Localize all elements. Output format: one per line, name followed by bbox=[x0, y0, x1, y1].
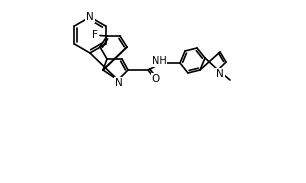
Text: N: N bbox=[86, 12, 94, 22]
Text: O: O bbox=[152, 74, 160, 84]
Text: F: F bbox=[92, 30, 98, 40]
Text: N: N bbox=[115, 78, 123, 88]
Text: NH: NH bbox=[152, 56, 166, 66]
Text: N: N bbox=[216, 69, 224, 79]
